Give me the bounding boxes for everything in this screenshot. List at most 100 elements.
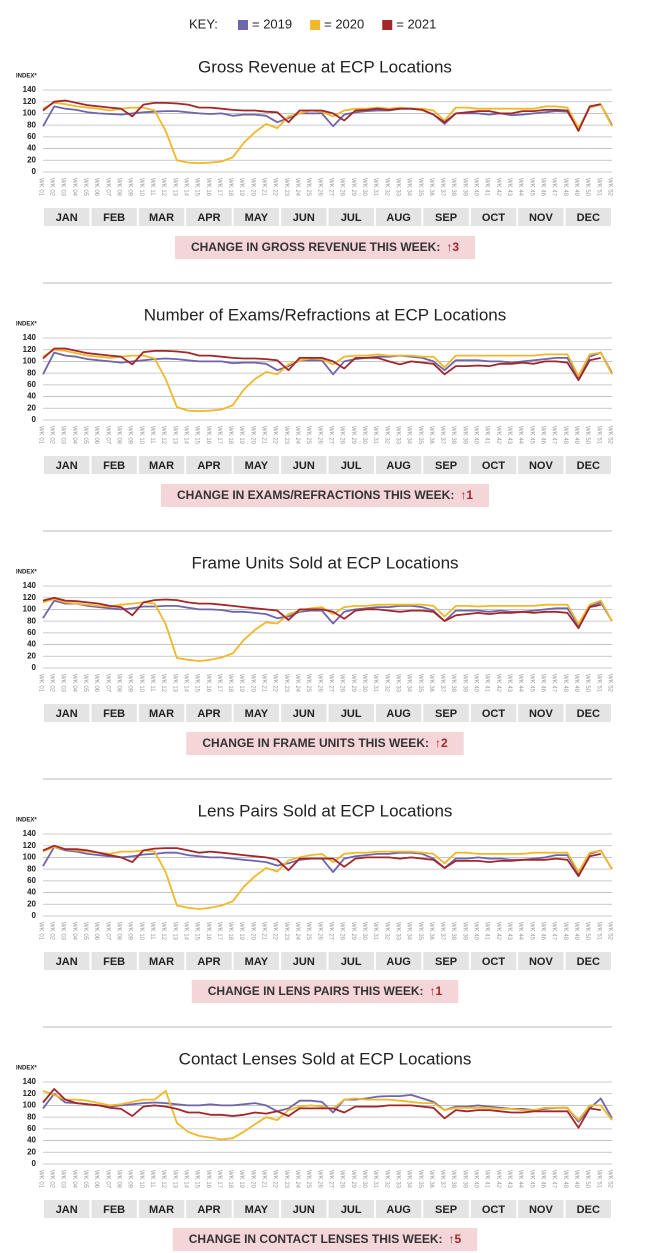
- week-label: WK 10: [138, 674, 144, 693]
- week-label: WK 32: [383, 426, 389, 445]
- y-tick-label: 120: [23, 593, 37, 602]
- week-label: WK 51: [595, 1170, 601, 1189]
- week-label: WK 49: [573, 674, 579, 693]
- series-line: [42, 348, 613, 413]
- month-band: [44, 704, 90, 722]
- week-label: WK 27: [328, 426, 334, 445]
- week-label: WK 28: [339, 674, 345, 693]
- week-label: WK 37: [439, 674, 445, 693]
- series-line: [42, 351, 613, 379]
- month-band: [423, 208, 469, 226]
- month-label: JUN: [293, 1204, 315, 1216]
- week-label: WK 15: [194, 426, 200, 445]
- series-line: [42, 844, 601, 878]
- week-label: WK 43: [506, 426, 512, 445]
- week-label: WK 26: [316, 426, 322, 445]
- week-label: WK 20: [249, 674, 255, 693]
- y-axis-label: INDEX*: [16, 1066, 37, 1072]
- y-tick-label: 40: [27, 1136, 36, 1145]
- y-tick-label: 140: [23, 333, 37, 342]
- week-label: WK 39: [461, 674, 467, 693]
- month-label: MAR: [149, 460, 174, 472]
- week-label: WK 39: [461, 922, 467, 941]
- week-label: WK 35: [417, 426, 423, 445]
- week-label: WK 34: [406, 674, 412, 693]
- month-label: APR: [197, 460, 220, 472]
- week-label: WK 43: [506, 1170, 512, 1189]
- month-label: OCT: [482, 956, 506, 968]
- week-label: WK 23: [283, 178, 289, 197]
- month-label: JUN: [293, 956, 315, 968]
- week-label: WK 07: [104, 674, 110, 693]
- week-label: WK 08: [116, 426, 122, 445]
- week-label: WK 13: [171, 1170, 177, 1189]
- month-label: NOV: [529, 460, 554, 472]
- week-label: WK 01: [37, 922, 43, 941]
- week-label: WK 32: [383, 178, 389, 197]
- week-label: WK 02: [49, 1170, 55, 1189]
- week-label: WK 03: [60, 1170, 66, 1189]
- week-label: WK 24: [294, 178, 300, 197]
- month-band: [233, 704, 280, 722]
- week-label: WK 12: [160, 1170, 166, 1189]
- week-label: WK 14: [182, 426, 188, 445]
- week-label: WK 29: [350, 178, 356, 197]
- y-axis-label: INDEX*: [16, 818, 37, 824]
- week-label: WK 13: [171, 674, 177, 693]
- week-label: WK 12: [160, 178, 166, 197]
- week-label: WK 38: [450, 674, 456, 693]
- banner-change: ↑1: [430, 984, 443, 998]
- week-label: WK 01: [37, 426, 43, 445]
- month-band: [565, 704, 611, 722]
- week-label: WK 25: [305, 426, 311, 445]
- week-label: WK 31: [372, 178, 378, 197]
- month-label: OCT: [482, 708, 506, 720]
- month-band: [328, 1200, 374, 1218]
- month-label: DEC: [577, 460, 600, 472]
- week-label: WK 28: [339, 178, 345, 197]
- week-label: WK 05: [82, 426, 88, 445]
- y-tick-label: 140: [23, 829, 37, 838]
- week-label: WK 18: [227, 674, 233, 693]
- month-label: OCT: [482, 212, 506, 224]
- month-band: [186, 704, 232, 722]
- month-label: MAY: [245, 460, 269, 472]
- month-band: [91, 1200, 137, 1218]
- month-label: APR: [197, 212, 220, 224]
- week-label: WK 32: [383, 674, 389, 693]
- month-band: [518, 208, 564, 226]
- series-line: [42, 99, 601, 132]
- key-entry: = 2021: [396, 16, 436, 31]
- week-label: WK 02: [49, 674, 55, 693]
- week-label: WK 19: [238, 1170, 244, 1189]
- y-tick-label: 100: [23, 605, 37, 614]
- y-tick-label: 0: [32, 911, 37, 920]
- y-tick-label: 0: [32, 663, 37, 672]
- week-label: WK 21: [261, 178, 267, 197]
- week-label: WK 48: [562, 1170, 568, 1189]
- month-label: FEB: [103, 460, 125, 472]
- y-tick-label: 0: [32, 1159, 37, 1168]
- y-tick-label: 60: [27, 132, 36, 141]
- week-label: WK 08: [116, 178, 122, 197]
- week-label: WK 52: [606, 1170, 612, 1189]
- week-label: WK 46: [539, 1170, 545, 1189]
- week-label: WK 19: [238, 922, 244, 941]
- month-label: APR: [197, 956, 220, 968]
- week-label: WK 14: [182, 178, 188, 197]
- week-label: WK 06: [93, 426, 99, 445]
- week-label: WK 25: [305, 178, 311, 197]
- month-band: [518, 456, 564, 474]
- month-label: SEP: [435, 956, 457, 968]
- month-label: AUG: [386, 708, 410, 720]
- week-label: WK 21: [261, 426, 267, 445]
- banner-text: CHANGE IN LENS PAIRS THIS WEEK:: [208, 984, 424, 998]
- month-band: [375, 704, 422, 722]
- month-label: FEB: [103, 956, 125, 968]
- month-band: [186, 1200, 232, 1218]
- y-tick-label: 120: [23, 97, 37, 106]
- week-label: WK 52: [606, 178, 612, 197]
- week-label: WK 20: [249, 1170, 255, 1189]
- y-tick-label: 60: [27, 876, 36, 885]
- week-label: WK 08: [116, 922, 122, 941]
